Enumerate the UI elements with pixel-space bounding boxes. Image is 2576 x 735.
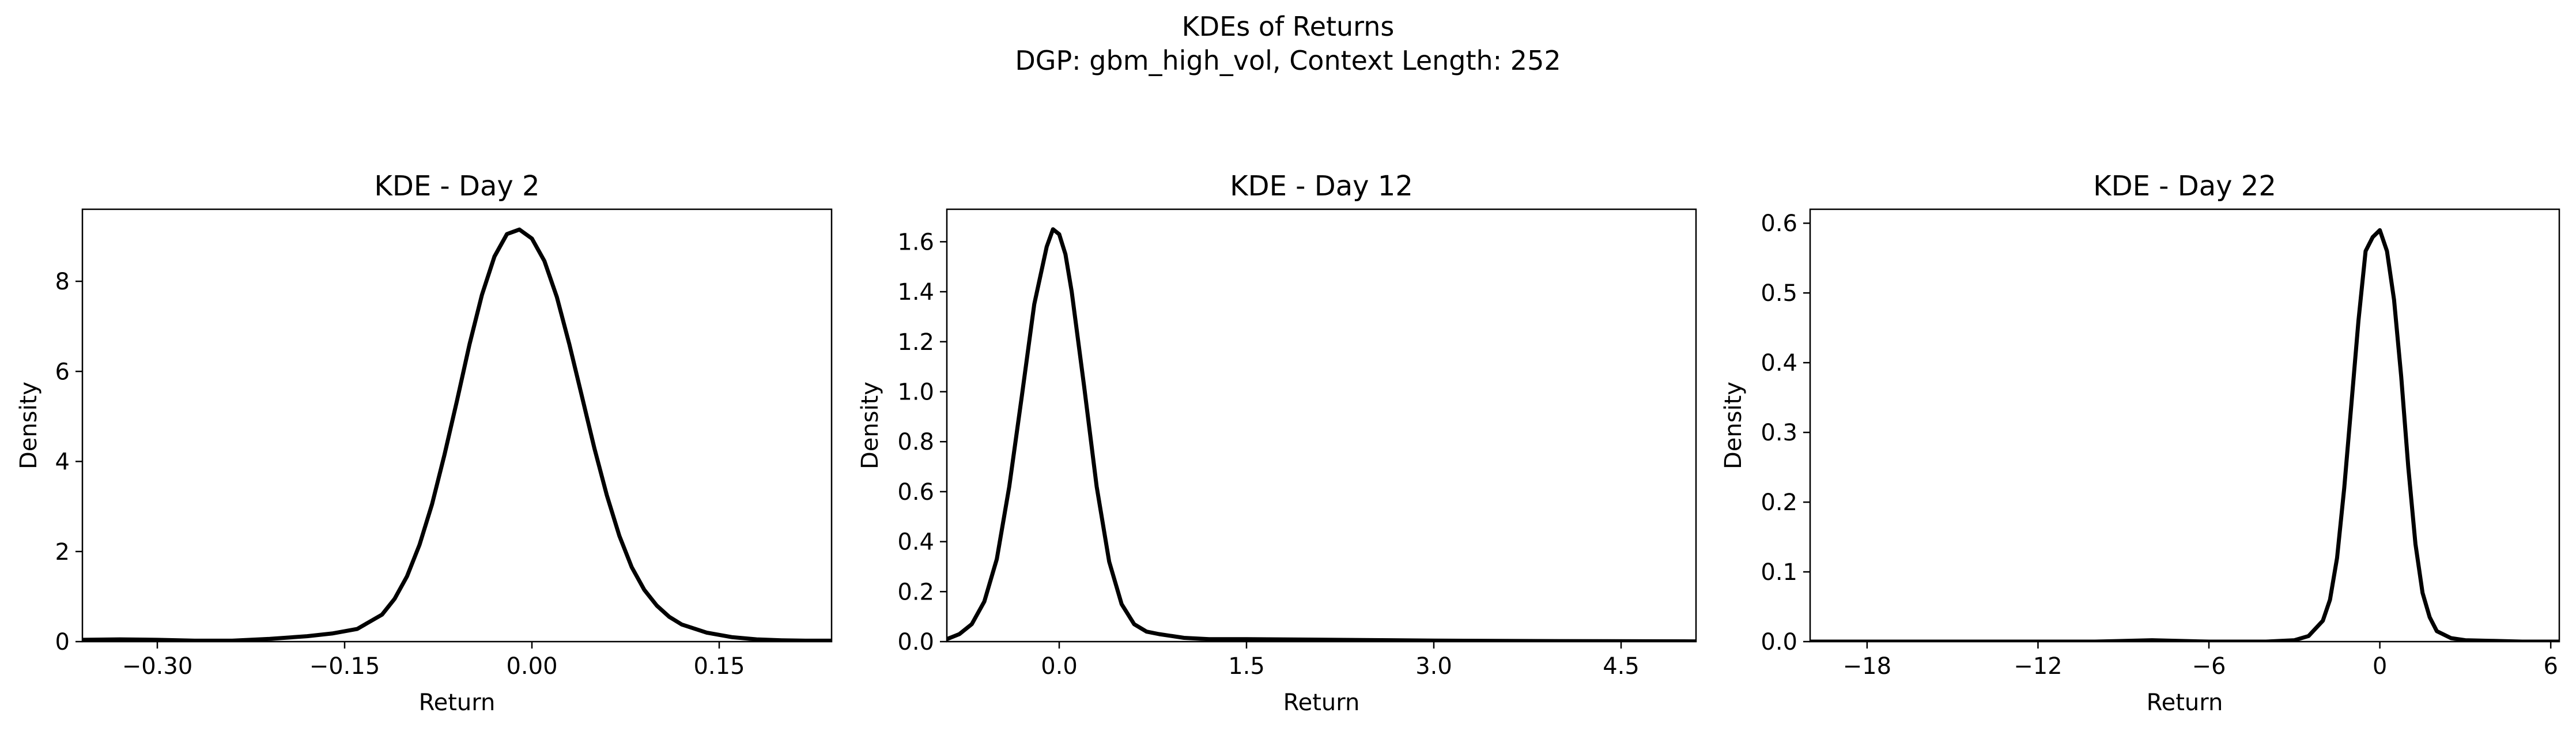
y-tick-label: 0.0: [1761, 629, 1797, 655]
x-tick-label: 6: [2543, 653, 2558, 680]
x-tick-label: −0.30: [122, 653, 193, 680]
y-tick-label: 1.0: [897, 379, 934, 405]
y-tick-label: 0.3: [1761, 420, 1797, 446]
y-tick-label: 6: [55, 359, 70, 385]
y-tick-label: 4: [55, 449, 70, 476]
y-tick-label: 0.2: [1761, 489, 1797, 516]
y-tick-label: 1.6: [897, 229, 934, 255]
y-tick-label: 0.1: [1761, 559, 1797, 586]
subplot-title: KDE - Day 2: [374, 170, 539, 202]
x-axis-label: Return: [2147, 689, 2223, 716]
y-tick-label: 0.8: [897, 429, 934, 455]
subplot-title: KDE - Day 22: [2093, 170, 2276, 202]
y-tick-label: 0.6: [1761, 210, 1797, 237]
kde-curve: [947, 227, 1696, 642]
figure-subtitle: DGP: gbm_high_vol, Context Length: 252: [1015, 45, 1561, 76]
y-tick-label: 2: [55, 539, 70, 566]
y-tick-label: 0.5: [1761, 280, 1797, 307]
subplot-3: −18 −12 −6 0 6 0.0 0.1 0.2 0.3 0.4 0.5 0.6 KDE - Day…: [1720, 170, 2560, 716]
y-axis-label: Density: [1720, 382, 1747, 469]
x-tick-label: 0.0: [1041, 653, 1078, 680]
y-tick-label: 0.6: [897, 479, 934, 506]
figure-title: KDEs of Returns: [1182, 11, 1395, 42]
y-axis-label: Density: [857, 382, 883, 469]
y-tick-label: 8: [55, 269, 70, 295]
x-tick-label: −12: [2014, 653, 2062, 680]
x-tick-label: 4.5: [1603, 653, 1640, 680]
x-tick-label: 3.0: [1415, 653, 1452, 680]
x-axis-label: Return: [419, 689, 496, 716]
x-tick-label: −6: [2192, 653, 2226, 680]
y-tick-label: 0.2: [897, 579, 934, 605]
x-tick-label: −0.15: [309, 653, 380, 680]
x-axis-label: Return: [1283, 689, 1360, 716]
axes-frame: [81, 208, 833, 643]
x-tick-label: 0.00: [506, 653, 557, 680]
x-tick-label: 0: [2373, 653, 2387, 680]
y-tick-label: 0.0: [897, 629, 934, 655]
y-tick-label: 0.4: [897, 529, 934, 556]
kde-curve: [1810, 228, 2559, 642]
x-tick-label: 1.5: [1228, 653, 1265, 680]
y-axis-label: Density: [16, 382, 42, 469]
subplot-2: 0.0 1.5 3.0 4.5 0.0 0.2 0.4 0.6 0.8 1.0 1.2 1.4 1.6 K…: [857, 170, 1697, 716]
y-tick-label: 1.4: [897, 279, 934, 306]
y-tick-label: 1.2: [897, 329, 934, 356]
subplot-1: −0.30 −0.15 0.00 0.15 0 2 4 6 8 KDE - Day 2 Return…: [16, 170, 833, 716]
x-tick-label: −18: [1843, 653, 1891, 680]
y-tick-label: 0: [55, 629, 70, 655]
kde-curve: [82, 227, 832, 642]
axes-frame: [1809, 208, 2560, 643]
subplot-title: KDE - Day 12: [1230, 170, 1413, 202]
axes-frame: [946, 208, 1697, 643]
y-tick-label: 0.4: [1761, 350, 1797, 376]
x-tick-label: 0.15: [693, 653, 745, 680]
